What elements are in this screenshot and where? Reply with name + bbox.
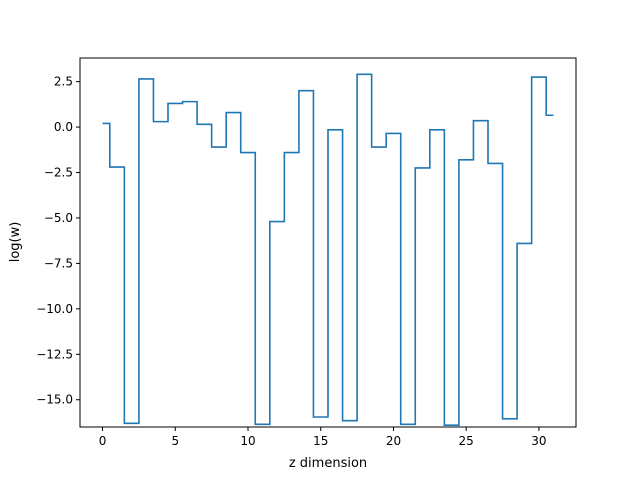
y-tick-label: −7.5 bbox=[44, 256, 73, 270]
x-tick-label: 0 bbox=[99, 434, 107, 448]
y-axis-label: log(w) bbox=[8, 222, 23, 263]
x-tick-label: 30 bbox=[531, 434, 546, 448]
x-axis-label: z dimension bbox=[289, 456, 367, 471]
y-axis-ticks: 2.5 0.0 −2.5 −5.0 −7.5 −10.0 −12.5 −15.0 bbox=[36, 75, 80, 407]
x-tick-label: 15 bbox=[313, 434, 328, 448]
x-axis-ticks: 0 5 10 15 20 25 30 bbox=[99, 427, 547, 448]
y-tick-label: −12.5 bbox=[36, 347, 73, 361]
plot-frame bbox=[79, 57, 577, 428]
x-tick-label: 10 bbox=[240, 434, 255, 448]
x-tick-label: 5 bbox=[171, 434, 179, 448]
y-tick-label: −15.0 bbox=[36, 393, 73, 407]
y-tick-label: −10.0 bbox=[36, 302, 73, 316]
series-layer bbox=[102, 73, 554, 426]
y-tick-label: −2.5 bbox=[44, 166, 73, 180]
y-tick-label: 0.0 bbox=[54, 120, 73, 134]
y-tick-label: 2.5 bbox=[54, 75, 73, 89]
x-tick-label: 20 bbox=[386, 434, 401, 448]
y-tick-label: −5.0 bbox=[44, 211, 73, 225]
series-line-0 bbox=[102, 73, 554, 426]
x-tick-label: 25 bbox=[459, 434, 474, 448]
